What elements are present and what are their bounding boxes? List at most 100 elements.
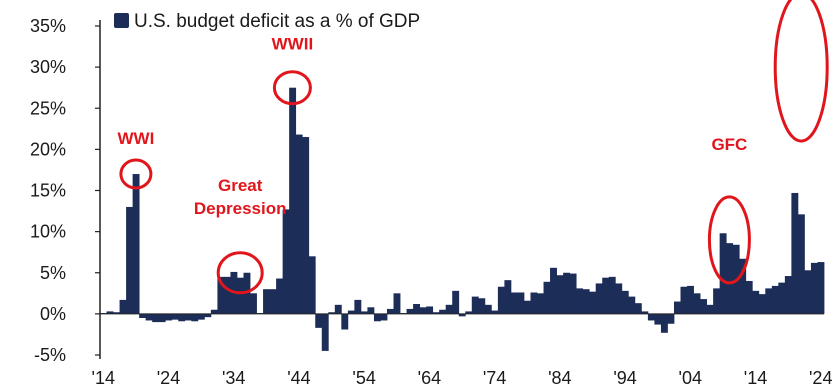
bar-2014 (752, 290, 760, 314)
bar-1981 (537, 293, 544, 314)
bar-1930 (204, 313, 212, 318)
x-tick-label: '24 (157, 368, 180, 388)
bar-1994 (621, 290, 629, 314)
bar-1971 (471, 296, 479, 314)
bar-1929 (197, 313, 205, 320)
annotations: WWIGreatDepressionWWIIGFCCOVID (117, 0, 829, 295)
bar-1972 (478, 298, 486, 314)
bar-1978 (517, 292, 525, 314)
y-tick-label: 25% (30, 98, 66, 118)
legend: U.S. budget deficit as a % of GDP (114, 11, 420, 32)
bar-2022 (804, 270, 812, 314)
y-tick-label: 5% (40, 263, 66, 283)
x-tick-label: '94 (613, 368, 636, 388)
bar-2012 (739, 258, 747, 314)
bar-1941 (276, 278, 284, 314)
axes: 35% 30% 25% 20% 15% 10% 5% 0% -5% '14 '24 '34 '44 '54… (30, 16, 833, 388)
bar-1987 (576, 288, 584, 314)
bar-2016 (765, 288, 773, 314)
bar-1980 (530, 292, 538, 314)
bar-1988 (582, 289, 590, 314)
bar-1993 (615, 283, 623, 314)
y-tick-label: 0% (40, 304, 66, 324)
bar-1961 (406, 308, 414, 314)
bar-2023 (810, 262, 818, 314)
bar-1956 (373, 313, 381, 322)
legend-label: U.S. budget deficit as a % of GDP (134, 11, 420, 32)
bar-2009 (719, 233, 727, 314)
bar-1923 (158, 313, 166, 323)
bar-2021 (797, 214, 805, 314)
x-tick-label: '14 (744, 368, 767, 388)
bar-1991 (602, 277, 610, 314)
bar-1966 (439, 309, 447, 314)
bar-1958 (386, 308, 394, 314)
bar-1924 (165, 313, 173, 321)
bar-1928 (191, 313, 199, 322)
y-tick-label: 15% (30, 181, 66, 201)
bar-1983 (550, 267, 557, 314)
bar-2017 (771, 285, 779, 314)
bar-1998 (647, 313, 655, 321)
bar-1943 (289, 87, 297, 314)
bar-1918 (126, 206, 134, 314)
x-tick-label: '34 (222, 368, 245, 388)
bar-1969 (458, 313, 466, 317)
bar-2000 (660, 313, 668, 333)
bar-1985 (563, 272, 571, 314)
bar-1926 (178, 313, 186, 322)
bar-2005 (693, 293, 701, 314)
bar-1942 (282, 209, 290, 314)
bar-2018 (778, 282, 786, 314)
bar-1937 (250, 293, 257, 314)
bar-2002 (673, 301, 681, 314)
annotation-label-wwi: WWI (117, 129, 154, 148)
bar-1933 (223, 276, 231, 314)
bar-1973 (484, 304, 492, 314)
x-tick-label: '44 (287, 368, 310, 388)
bar-1945 (302, 137, 310, 314)
x-tick-label: '14 (92, 368, 115, 388)
annotation-circle-gfc (707, 195, 751, 285)
bar-1917 (119, 299, 127, 314)
bar-1989 (589, 291, 597, 314)
x-tick-label: '24 (809, 368, 832, 388)
bar-1940 (269, 289, 277, 314)
bar-1944 (295, 134, 303, 314)
bar-1954 (360, 311, 368, 314)
bar-1997 (641, 311, 649, 314)
bar-1979 (523, 300, 531, 314)
annotation-label-great-depression: Great (218, 176, 263, 195)
bar-2007 (706, 304, 714, 314)
bar-1939 (263, 289, 270, 314)
bar-1965 (432, 312, 440, 314)
bar-1996 (634, 303, 642, 314)
bar-1915 (106, 311, 114, 314)
bar-1925 (171, 313, 179, 320)
bar-1976 (504, 280, 512, 314)
bar-1949 (328, 312, 336, 314)
bar-series (100, 87, 825, 351)
bar-1975 (497, 286, 505, 314)
bar-1959 (393, 293, 401, 314)
bar-2013 (745, 280, 753, 314)
bar-1950 (334, 304, 342, 314)
bar-1916 (113, 312, 120, 314)
annotation-label-wwii: WWII (272, 35, 314, 54)
x-tick-label: '74 (483, 368, 506, 388)
bar-1952 (347, 310, 355, 314)
bar-1957 (380, 313, 388, 321)
bar-1947 (315, 313, 323, 328)
bar-1953 (354, 299, 362, 314)
bar-2019 (784, 276, 792, 314)
y-tick-label: -5% (34, 345, 66, 365)
bar-1962 (413, 304, 420, 314)
bar-2006 (700, 299, 707, 314)
bar-2001 (667, 313, 675, 324)
bar-1935 (236, 277, 244, 314)
annotation-label-gfc: GFC (711, 135, 747, 154)
y-tick-label: 20% (30, 139, 66, 159)
x-tick-label: '84 (548, 368, 571, 388)
bar-2020 (791, 192, 799, 314)
bar-1946 (308, 256, 316, 314)
